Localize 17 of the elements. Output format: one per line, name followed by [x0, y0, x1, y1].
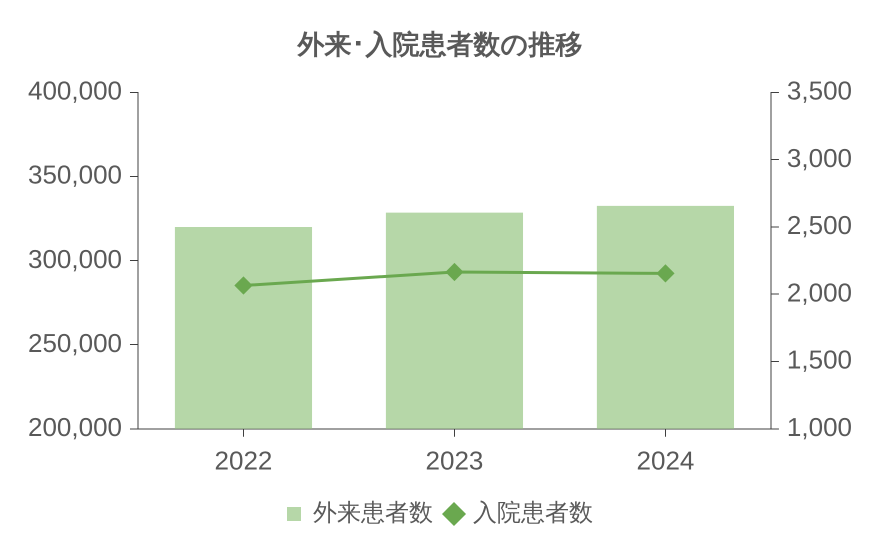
y2-tick-label: 2,000	[786, 277, 852, 308]
y2-tick-label: 1,500	[786, 344, 852, 375]
y2-tick-label: 3,500	[786, 76, 852, 106]
legend-label: 入院患者数	[473, 500, 593, 527]
y2-tick-label: 3,000	[786, 142, 852, 173]
y2-tick-label: 2,500	[786, 210, 852, 240]
y-tick-label: 250,000	[28, 328, 122, 358]
x-tick-label: 2023	[426, 446, 484, 476]
x-tick-label: 2022	[214, 446, 272, 476]
y-tick-label: 200,000	[28, 412, 122, 442]
chart-title: 外来･入院患者数の推移	[296, 30, 582, 60]
y2-tick-label: 1,000	[786, 412, 852, 442]
y-tick-label: 300,000	[28, 244, 122, 274]
y-tick-label: 400,000	[28, 76, 122, 106]
y-tick-label: 350,000	[28, 160, 122, 190]
x-tick-label: 2024	[636, 446, 694, 476]
legend-label: 外来患者数	[313, 500, 433, 527]
